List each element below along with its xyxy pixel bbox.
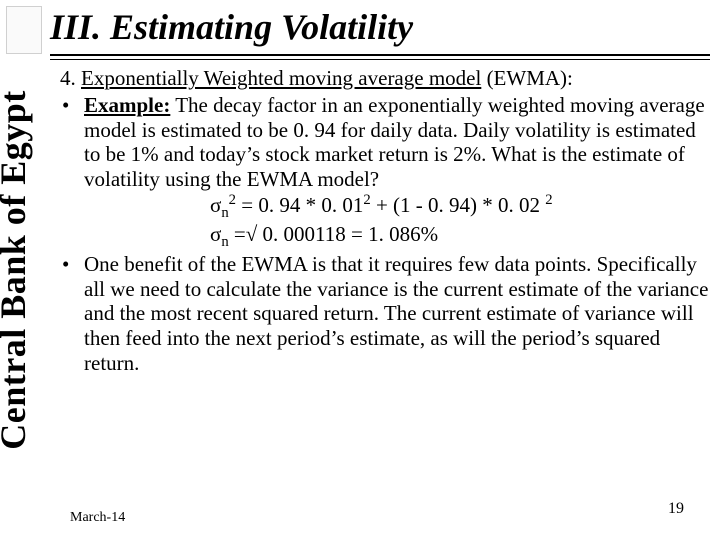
bullet-lead-label: Example:	[84, 93, 170, 117]
section-heading: 4. Exponentially Weighted moving average…	[60, 66, 715, 91]
f1-part-b: = 0. 94 * 0. 01	[236, 193, 363, 217]
f1-part-c: + (1 - 0. 94) * 0. 02	[371, 193, 546, 217]
footer-page-number: 19	[668, 500, 684, 518]
bullet-benefit-text: One benefit of the EWMA is that it requi…	[84, 252, 708, 375]
f1-sigma: σ	[210, 193, 221, 217]
f1-sup-2: 2	[229, 192, 236, 208]
f1-sub-n: n	[221, 205, 228, 221]
content-area: 4. Exponentially Weighted moving average…	[60, 66, 715, 376]
bullet-benefit: One benefit of the EWMA is that it requi…	[60, 252, 715, 376]
footer-date: March-14	[70, 510, 125, 526]
formula-line-2: σn =√ 0. 000118 = 1. 086%	[60, 222, 715, 252]
title-rule	[50, 54, 710, 60]
bullet-example-text: The decay factor in an exponentially wei…	[84, 93, 705, 191]
bullet-example: Example: The decay factor in an exponent…	[60, 93, 715, 192]
f2-sigma: σ	[210, 222, 221, 246]
heading-suffix: (EWMA):	[481, 66, 573, 90]
heading-prefix: 4.	[60, 66, 81, 90]
f2-rest: =√ 0. 000118 = 1. 086%	[229, 222, 438, 246]
logo-placeholder	[6, 6, 42, 54]
f1-sup-2c: 2	[545, 192, 552, 208]
heading-underlined: Exponentially Weighted moving average mo…	[81, 66, 481, 90]
slide-page: III. Estimating Volatility Central Bank …	[0, 0, 720, 540]
f1-sup-2b: 2	[363, 192, 370, 208]
formula-line-1: σn2 = 0. 94 * 0. 012 + (1 - 0. 94) * 0. …	[60, 192, 715, 223]
org-vertical-label: Central Bank of Egypt	[0, 50, 48, 490]
page-title: III. Estimating Volatility	[50, 6, 413, 48]
f2-sub-n: n	[221, 235, 228, 251]
